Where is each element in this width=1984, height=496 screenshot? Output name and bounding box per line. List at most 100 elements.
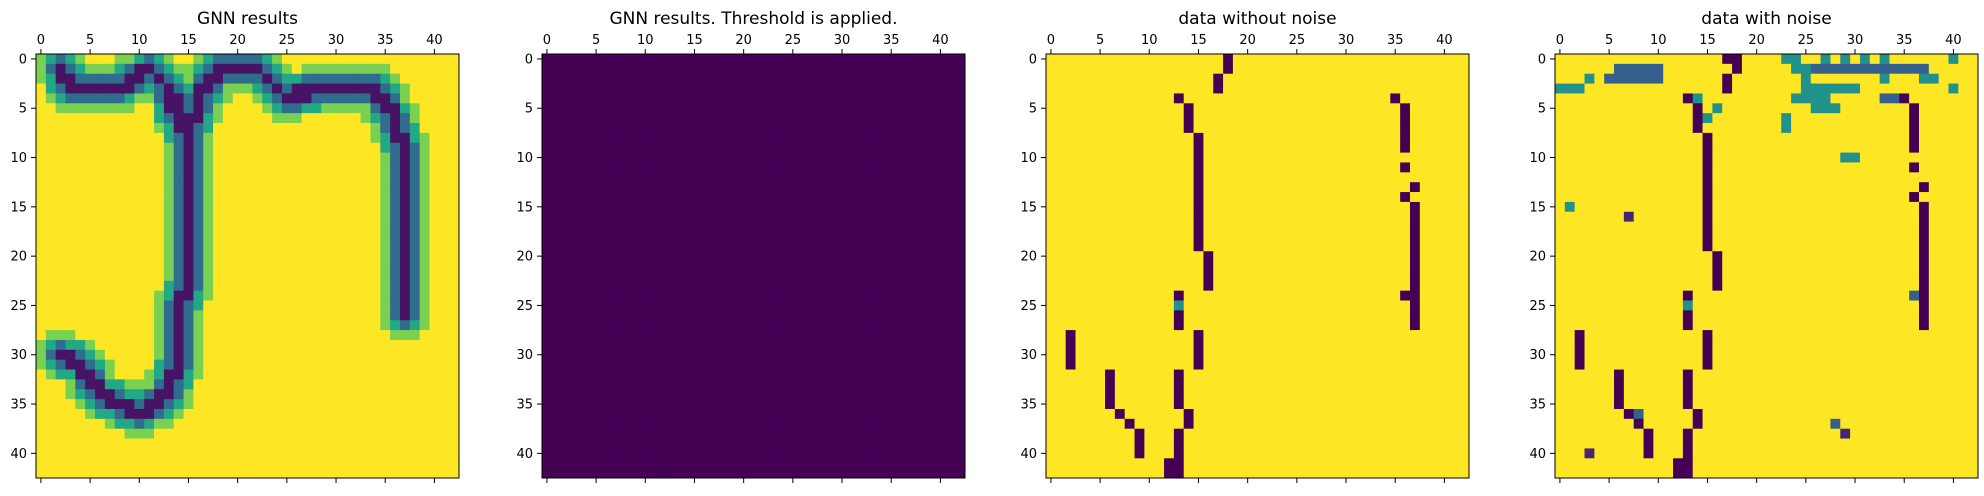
heatmap-cell xyxy=(906,340,916,350)
heatmap-cell xyxy=(1390,231,1400,241)
heatmap-cell xyxy=(926,251,936,261)
heatmap-cell xyxy=(361,419,371,429)
heatmap-cell xyxy=(1046,54,1056,64)
heatmap-cell xyxy=(321,429,331,439)
heatmap-cell xyxy=(351,222,361,232)
heatmap-cell xyxy=(709,241,719,251)
heatmap-cell xyxy=(945,271,955,281)
heatmap-cell xyxy=(906,162,916,172)
heatmap-cell xyxy=(1390,271,1400,281)
heatmap-cell xyxy=(243,84,253,94)
heatmap-cell xyxy=(955,202,965,212)
heatmap-cell xyxy=(1420,241,1430,251)
heatmap-cell xyxy=(184,439,194,449)
heatmap-cell xyxy=(808,429,818,439)
heatmap-cell xyxy=(621,241,631,251)
heatmap-cell xyxy=(739,271,749,281)
heatmap-cell xyxy=(572,271,582,281)
heatmap-cell xyxy=(719,330,729,340)
heatmap-cell xyxy=(1243,222,1253,232)
heatmap-cell xyxy=(302,468,312,478)
heatmap-cell xyxy=(56,84,66,94)
heatmap-cell xyxy=(867,241,877,251)
heatmap-cell xyxy=(420,172,430,182)
heatmap-cell xyxy=(46,133,56,143)
heatmap-cell xyxy=(827,291,837,301)
heatmap-cell xyxy=(945,281,955,291)
heatmap-cell xyxy=(621,54,631,64)
heatmap-cell xyxy=(1135,281,1145,291)
heatmap-cell xyxy=(660,419,670,429)
heatmap-cell xyxy=(370,133,380,143)
heatmap-cell xyxy=(193,291,203,301)
heatmap-cell xyxy=(1223,153,1233,163)
heatmap-cell xyxy=(1184,54,1194,64)
heatmap-cell xyxy=(262,162,272,172)
heatmap-cell xyxy=(46,291,56,301)
heatmap-cell xyxy=(1046,212,1056,222)
heatmap-cell xyxy=(370,281,380,291)
heatmap-cell xyxy=(272,231,282,241)
heatmap-cell xyxy=(243,350,253,360)
heatmap-cell xyxy=(164,320,174,330)
heatmap-cell xyxy=(1253,74,1263,84)
heatmap-cell xyxy=(916,419,926,429)
heatmap-cell xyxy=(95,330,105,340)
heatmap-cell xyxy=(1154,93,1164,103)
heatmap-cell xyxy=(719,360,729,370)
heatmap-cell xyxy=(572,54,582,64)
heatmap-cell xyxy=(817,458,827,468)
heatmap-cell xyxy=(719,84,729,94)
heatmap-cell xyxy=(36,458,46,468)
heatmap-cell xyxy=(680,84,690,94)
heatmap-cell xyxy=(709,429,719,439)
heatmap-cell xyxy=(439,133,449,143)
heatmap-cell xyxy=(429,458,439,468)
heatmap-cell xyxy=(670,162,680,172)
heatmap-cell xyxy=(1380,231,1390,241)
heatmap-cell xyxy=(311,409,321,419)
heatmap-cell xyxy=(36,143,46,153)
heatmap-cell xyxy=(1459,301,1469,311)
heatmap-cell xyxy=(1302,251,1312,261)
heatmap-cell xyxy=(351,350,361,360)
heatmap-cell xyxy=(429,74,439,84)
heatmap-cell xyxy=(591,54,601,64)
heatmap-cell xyxy=(916,123,926,133)
heatmap-cell xyxy=(390,360,400,370)
heatmap-cell xyxy=(1154,103,1164,113)
heatmap-cell xyxy=(935,409,945,419)
y-tick-label: 5 xyxy=(525,102,533,117)
heatmap-cell xyxy=(788,202,798,212)
heatmap-cell xyxy=(174,202,184,212)
heatmap-cell xyxy=(390,458,400,468)
heatmap-cell xyxy=(876,291,886,301)
heatmap-cell xyxy=(1371,271,1381,281)
heatmap-cell xyxy=(380,350,390,360)
heatmap-cell xyxy=(552,320,562,330)
heatmap-cell xyxy=(945,429,955,439)
heatmap-cell xyxy=(164,271,174,281)
heatmap-cell xyxy=(690,84,700,94)
heatmap-cell xyxy=(1223,310,1233,320)
heatmap-cell xyxy=(1272,74,1282,84)
heatmap-cell xyxy=(916,350,926,360)
heatmap-cell xyxy=(410,241,420,251)
heatmap-cell xyxy=(1331,202,1341,212)
heatmap-cell xyxy=(581,84,591,94)
heatmap-cell xyxy=(680,429,690,439)
heatmap-cell xyxy=(439,409,449,419)
heatmap-cell xyxy=(660,192,670,202)
heatmap-cell xyxy=(154,153,164,163)
heatmap-cell xyxy=(174,389,184,399)
heatmap-cell xyxy=(1371,202,1381,212)
heatmap-cell xyxy=(1321,123,1331,133)
heatmap-cell xyxy=(827,409,837,419)
heatmap-cell xyxy=(699,281,709,291)
heatmap-cell xyxy=(341,192,351,202)
heatmap-cell xyxy=(955,241,965,251)
heatmap-cell xyxy=(341,212,351,222)
heatmap-cell xyxy=(768,162,778,172)
heatmap-cell xyxy=(1046,84,1056,94)
heatmap-cell xyxy=(429,271,439,281)
